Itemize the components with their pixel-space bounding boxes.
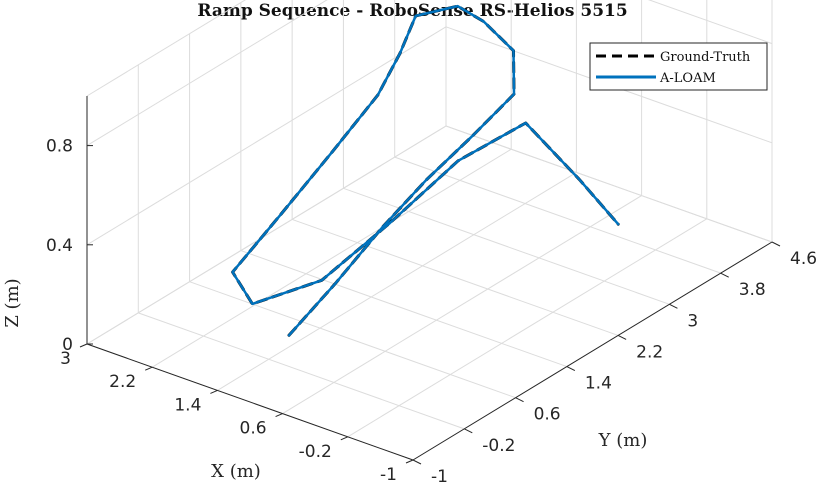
side-wall-gridline-z	[86, 125, 447, 345]
side-wall-gridline-z	[86, 26, 447, 246]
floor-gridline-y	[189, 281, 516, 399]
z-tick-label: 0.4	[46, 236, 73, 256]
x-tick-label: -0.2	[299, 442, 332, 462]
chart-title: Ramp Sequence - RoboSense RS-Helios 5515	[197, 1, 628, 21]
y-tick-label: 2.2	[636, 342, 663, 362]
y-tick-mark	[669, 303, 678, 309]
x-axis-line	[86, 343, 414, 461]
floor-gridline-x	[217, 171, 577, 391]
y-tick-mark	[617, 334, 627, 340]
y-tick-mark	[771, 241, 781, 247]
floor-gridline-y	[240, 250, 568, 368]
x-tick-label: 1.4	[174, 395, 201, 415]
x-tick-mark	[79, 343, 88, 348]
x-tick-mark	[405, 459, 414, 464]
x-axis-label: X (m)	[211, 461, 261, 482]
x-tick-label: 2.2	[109, 372, 136, 392]
tick-labels: 3 2.2 1.4 0.6 -0.2 -1 -1 -0.2 0.6 1.4 2.2 3 3.8 4.6 0 0…	[46, 137, 817, 487]
y-tick-label: 3.8	[739, 280, 766, 300]
floor-gridline-x	[347, 218, 708, 438]
legend-label-ground-truth: Ground-Truth	[660, 50, 751, 65]
x-tick-label: 3	[60, 349, 71, 369]
side-wall-top-edge	[86, 0, 247, 97]
y-tick-mark	[464, 428, 473, 434]
x-tick-label: 0.6	[240, 419, 267, 439]
y-tick-mark	[566, 366, 576, 372]
y-tick-label: -1	[431, 467, 448, 487]
x-tick-label: -1	[380, 465, 397, 485]
y-tick-mark	[720, 272, 729, 278]
y-axis-line	[412, 241, 773, 461]
y-tick-label: -0.2	[482, 436, 515, 456]
floor-gridline-y	[138, 312, 465, 430]
y-axis-label: Y (m)	[598, 430, 648, 451]
x-tick-mark	[275, 413, 283, 418]
floor-gridline-y	[394, 156, 721, 274]
back-wall-gridline-z	[647, 0, 773, 45]
floor-gridline-x	[282, 195, 642, 415]
z-axis-label: Z (m)	[2, 278, 23, 327]
series-line-a-loam	[231, 4, 620, 337]
x-tick-mark	[340, 436, 348, 441]
series-line-ground-truth	[231, 4, 620, 337]
axis-layer	[79, 96, 781, 465]
legend-label-a-loam: A-LOAM	[659, 71, 716, 86]
y-tick-mark	[412, 459, 422, 465]
y-tick-label: 0.6	[534, 405, 561, 425]
x-tick-mark	[145, 366, 153, 371]
floor-gridline-y	[343, 187, 670, 305]
y-tick-mark	[515, 397, 524, 403]
data-layer	[231, 4, 620, 337]
y-tick-label: 3	[687, 311, 698, 331]
side-wall-gridline-z	[86, 0, 328, 147]
y-tick-label: 1.4	[585, 374, 612, 394]
z-tick-label: 0.8	[46, 137, 73, 157]
floor-gridline-x	[151, 148, 512, 368]
legend: Ground-Truth A-LOAM	[589, 42, 768, 91]
floor-gridline-y	[291, 218, 619, 336]
back-wall-gridline-z	[445, 125, 773, 243]
legend-box	[589, 42, 768, 91]
y-tick-label: 4.6	[790, 249, 817, 269]
z-tick-label: 0	[62, 335, 73, 355]
x-tick-mark	[210, 389, 218, 394]
